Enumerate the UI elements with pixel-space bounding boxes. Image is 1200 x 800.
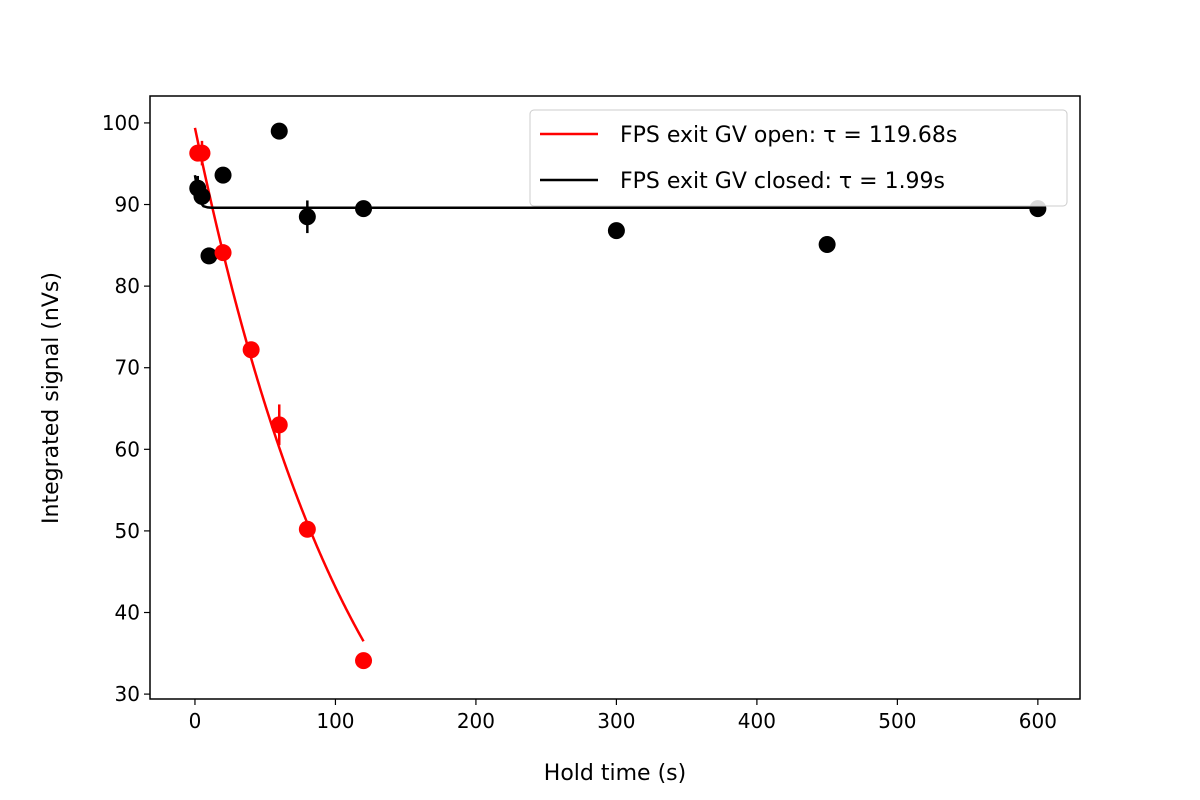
data-point-closed — [298, 208, 316, 226]
data-points — [189, 122, 1047, 670]
x-tick-label: 500 — [878, 709, 916, 733]
data-point-closed — [193, 187, 211, 205]
data-point-closed — [214, 166, 232, 184]
y-tick-label: 30 — [115, 682, 140, 706]
data-point-closed — [200, 247, 218, 265]
y-tick-label: 100 — [102, 111, 140, 135]
data-point-open — [270, 416, 288, 434]
y-tick-label: 80 — [115, 274, 140, 298]
fit-curve-closed — [193, 174, 1038, 210]
y-tick-label: 70 — [115, 356, 140, 380]
y-axis-ticks: 30 40 50 60 70 80 90 100 — [102, 111, 150, 706]
x-tick-label: 300 — [597, 709, 635, 733]
data-point-open — [193, 144, 211, 162]
x-axis-label: Hold time (s) — [544, 761, 686, 786]
x-tick-label: 200 — [457, 709, 495, 733]
data-point-open — [355, 652, 373, 670]
x-tick-label: 400 — [738, 709, 776, 733]
y-axis-label: Integrated signal (nVs) — [39, 272, 64, 524]
x-axis-ticks: 0 100 200 300 400 500 600 — [189, 699, 1057, 733]
plot-frame — [149, 95, 1081, 700]
x-tick-label: 0 — [189, 709, 202, 733]
legend-entry-closed: FPS exit GV closed: τ = 1.99s — [620, 169, 945, 194]
x-tick-label: 600 — [1019, 709, 1057, 733]
y-tick-label: 40 — [115, 601, 140, 625]
y-tick-label: 90 — [115, 193, 140, 217]
x-tick-label: 100 — [316, 709, 354, 733]
data-point-closed — [607, 222, 625, 240]
y-tick-label: 60 — [115, 437, 140, 461]
data-point-open — [214, 244, 232, 262]
legend-entry-open: FPS exit GV open: τ = 119.68s — [620, 123, 957, 148]
data-point-closed — [355, 200, 373, 218]
fit-curve-open — [193, 127, 365, 642]
legend-box — [529, 109, 1068, 207]
data-point-open — [298, 520, 316, 538]
data-point-open — [242, 341, 260, 359]
y-tick-label: 50 — [115, 519, 140, 543]
legend: FPS exit GV open: τ = 119.68s FPS exit G… — [529, 109, 1068, 207]
data-point-closed — [818, 236, 836, 254]
data-point-closed — [270, 122, 288, 140]
